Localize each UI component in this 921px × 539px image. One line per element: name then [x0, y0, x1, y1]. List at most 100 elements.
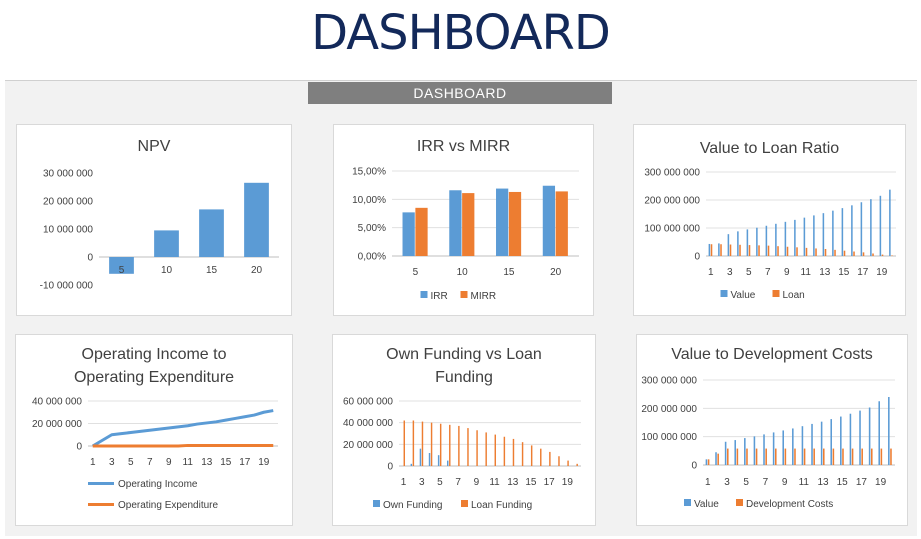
vlr-chart-svg: Value to Loan Ratio 0 100 000 000 200 000 0…: [644, 140, 896, 301]
bar-vlr-value: [765, 225, 768, 256]
line-operating-income: [91, 409, 274, 448]
chart-title: IRR vs MIRR: [417, 138, 510, 155]
bar-ofl-loan-funding: [576, 463, 578, 466]
bar-ofl-loan-funding: [421, 421, 424, 466]
bar-vlr-value: [822, 213, 825, 256]
x-tick-label: 15: [206, 265, 218, 276]
chart-value-to-loan[interactable]: Value to Loan Ratio 0 100 000 000 200 000 0…: [633, 124, 906, 316]
bar-ofl-loan-funding: [476, 430, 478, 466]
bar-vdc-value: [763, 434, 765, 465]
bar-vlr-loan: [824, 249, 827, 256]
y-tick-label: 40 000 000: [343, 418, 393, 429]
x-tick-label: 15: [503, 267, 515, 278]
x-tick-label: 5: [746, 267, 752, 278]
legend-label: Loan Funding: [471, 500, 532, 511]
bar-vdc-development-costs: [871, 448, 873, 465]
bar-ofl-loan-funding: [567, 460, 569, 466]
bar-ofl-loan-funding: [540, 448, 542, 466]
bar-vdc-development-costs: [861, 448, 863, 465]
chart-title: Funding: [435, 369, 493, 386]
bar-vlr-loan: [720, 244, 722, 256]
bar-npv-s0: [154, 230, 179, 257]
bar-vdc-development-costs: [736, 448, 739, 465]
x-tick-label: 1: [705, 477, 711, 488]
bar-vdc-development-costs: [890, 448, 892, 465]
bar-ofl-loan-funding: [530, 445, 533, 466]
y-tick-label: 20 000 000: [43, 197, 93, 208]
bar-vdc-development-costs: [784, 448, 787, 465]
bar-vlr-value: [727, 234, 730, 256]
bar-ofl-loan-funding: [494, 434, 496, 466]
bar-vdc-value: [840, 416, 842, 465]
bar-vdc-development-costs: [794, 448, 796, 465]
x-tick-label: 19: [258, 457, 270, 468]
y-tick-label: -10 000 000: [40, 281, 94, 292]
y-tick-label: 0: [691, 461, 697, 472]
bar-ofl-loan-funding: [412, 420, 415, 466]
y-tick-label: 300 000 000: [641, 376, 697, 387]
bar-irr-irr: [542, 185, 556, 256]
irr-chart-svg: IRR vs MIRR 0,00% 5,00% 10,00% 15,00% 5 10 15 20…: [352, 138, 579, 302]
bar-vlr-loan: [786, 246, 789, 256]
bar-irr-mirr: [508, 191, 522, 256]
x-tick-label: 3: [727, 267, 733, 278]
bar-vlr-value: [832, 210, 834, 256]
bar-vdc-development-costs: [707, 459, 710, 465]
chart-value-to-dev-costs[interactable]: Value to Development Costs 0 100 000 000 20…: [636, 334, 908, 526]
bar-vlr-loan: [891, 255, 893, 256]
bar-ofl-own-funding: [419, 448, 422, 466]
y-tick-label: 0: [694, 252, 700, 263]
bar-vlr-value: [860, 202, 863, 256]
bar-vlr-loan: [872, 253, 874, 256]
bar-npv-s0: [244, 182, 269, 257]
chart-own-vs-loan-funding[interactable]: Own Funding vs Loan Funding 0 20 000 000 40 …: [332, 334, 596, 526]
x-tick-label: 9: [784, 267, 790, 278]
bar-vdc-development-costs: [803, 448, 806, 465]
y-tick-label: 0: [387, 462, 393, 473]
chart-npv[interactable]: NPV -10 000 000 0 10 000 000 20 000 000 30 00…: [16, 124, 292, 316]
bar-vdc-development-costs: [823, 448, 825, 465]
bar-vlr-loan: [729, 244, 732, 256]
bar-vlr-value: [851, 205, 853, 256]
x-tick-label: 17: [857, 267, 869, 278]
y-tick-label: 200 000 000: [641, 404, 697, 415]
bar-vlr-value: [794, 219, 796, 256]
x-tick-label: 15: [525, 477, 537, 488]
bar-ofl-loan-funding: [558, 456, 560, 466]
bar-vlr-value: [746, 229, 749, 256]
x-tick-label: 10: [161, 265, 173, 276]
legend-swatch: [373, 500, 380, 507]
bar-ofl-loan-funding: [503, 436, 506, 466]
x-tick-label: 15: [837, 477, 849, 488]
y-tick-label: 200 000 000: [644, 196, 700, 207]
bar-vlr-value: [737, 231, 739, 256]
vdc-chart-svg: Value to Development Costs 0 100 000 000 20…: [641, 346, 895, 510]
bar-vdc-development-costs: [813, 448, 815, 465]
legend-swatch: [772, 290, 780, 297]
x-tick-label: 5: [128, 457, 134, 468]
x-tick-label: 13: [819, 267, 831, 278]
bar-ofl-own-funding: [447, 460, 449, 466]
chart-irr-vs-mirr[interactable]: IRR vs MIRR 0,00% 5,00% 10,00% 15,00% 5 10 15 20…: [333, 124, 594, 316]
bar-vlr-value: [889, 189, 891, 256]
bar-vdc-value: [859, 410, 861, 465]
line-operating-expenditure: [92, 443, 274, 448]
x-tick-label: 7: [763, 477, 769, 488]
bar-vdc-value: [782, 430, 784, 465]
x-tick-label: 11: [799, 477, 810, 488]
x-tick-label: 11: [489, 477, 500, 488]
bar-vlr-loan: [767, 245, 770, 256]
x-tick-label: 9: [782, 477, 788, 488]
bar-vlr-loan: [796, 247, 798, 256]
x-tick-label: 5: [119, 265, 125, 276]
y-tick-label: 40 000 000: [32, 397, 82, 408]
bar-vlr-value: [708, 243, 711, 256]
bar-vdc-value: [772, 432, 775, 465]
x-tick-label: 7: [147, 457, 153, 468]
chart-operating-income[interactable]: Operating Income to Operating Expenditure…: [15, 334, 293, 526]
bar-ofl-loan-funding: [430, 422, 433, 466]
legend-label: Value: [731, 290, 756, 301]
bar-vlr-loan: [843, 250, 846, 256]
x-tick-label: 13: [507, 477, 519, 488]
bar-irr-irr: [449, 190, 462, 256]
